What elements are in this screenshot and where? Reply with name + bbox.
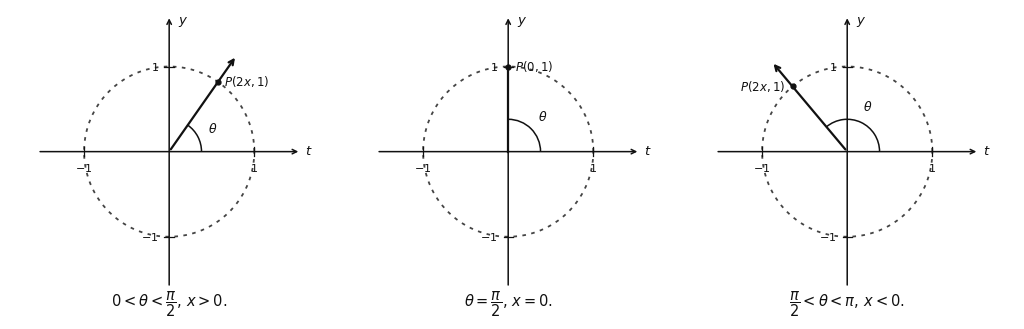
Text: $1$: $1$: [489, 61, 498, 72]
Text: $\theta$: $\theta$: [863, 100, 872, 114]
Text: $-1$: $-1$: [141, 231, 159, 243]
Text: $t$: $t$: [305, 145, 313, 158]
Text: $\theta$: $\theta$: [539, 110, 548, 124]
Text: $y$: $y$: [178, 15, 188, 30]
Text: $\theta$: $\theta$: [208, 122, 218, 136]
Text: $-1$: $-1$: [480, 231, 498, 243]
Text: $P(0, 1)$: $P(0, 1)$: [515, 59, 553, 74]
Text: $-1$: $-1$: [76, 162, 93, 174]
Text: $P(2x, 1)$: $P(2x, 1)$: [739, 79, 784, 94]
Text: $y$: $y$: [517, 15, 527, 30]
Text: $0 < \theta < \dfrac{\pi}{2},\, x > 0.$: $0 < \theta < \dfrac{\pi}{2},\, x > 0.$: [111, 290, 227, 319]
Text: $-1$: $-1$: [415, 162, 432, 174]
Text: $1$: $1$: [590, 162, 597, 174]
Text: $t$: $t$: [644, 145, 652, 158]
Text: $-1$: $-1$: [754, 162, 771, 174]
Text: $1$: $1$: [250, 162, 258, 174]
Text: $t$: $t$: [983, 145, 991, 158]
Text: $y$: $y$: [856, 15, 866, 30]
Text: $1$: $1$: [151, 61, 159, 72]
Text: $1$: $1$: [929, 162, 936, 174]
Text: $P(2x, 1)$: $P(2x, 1)$: [224, 74, 269, 89]
Text: $\dfrac{\pi}{2} < \theta < \pi,\, x < 0.$: $\dfrac{\pi}{2} < \theta < \pi,\, x < 0.…: [790, 290, 905, 319]
Text: $-1$: $-1$: [819, 231, 837, 243]
Text: $\theta = \dfrac{\pi}{2},\, x = 0.$: $\theta = \dfrac{\pi}{2},\, x = 0.$: [464, 290, 553, 319]
Text: $1$: $1$: [828, 61, 837, 72]
